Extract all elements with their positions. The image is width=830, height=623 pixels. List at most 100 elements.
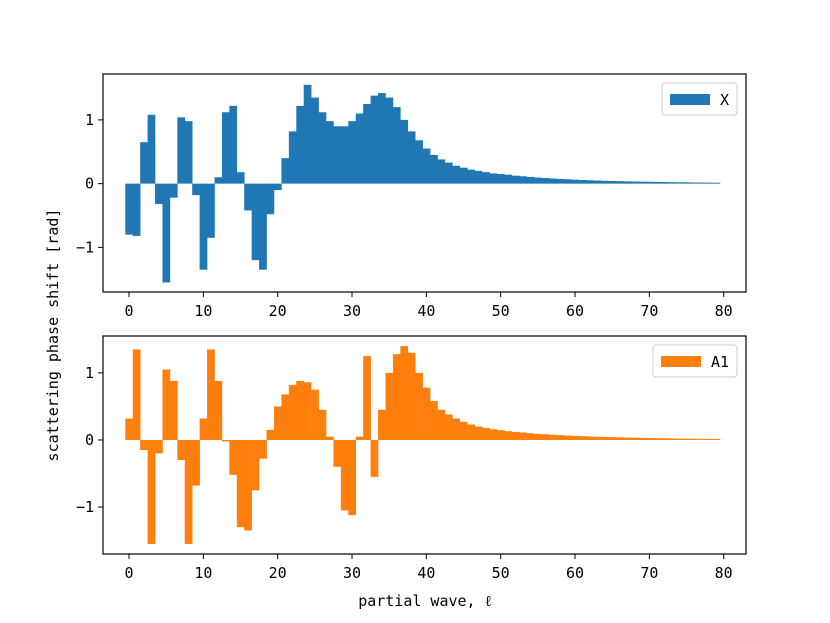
top-x-tick-label: 50 — [492, 302, 510, 320]
top-bar — [690, 182, 698, 184]
top-bar — [660, 182, 669, 184]
bottom-bar — [690, 438, 698, 440]
top-bar — [259, 183, 267, 270]
bottom-legend-swatch — [661, 356, 701, 367]
bottom-bar — [623, 437, 632, 440]
bottom-y-tick-label: −1 — [76, 498, 94, 516]
x-axis-label: partial wave, ℓ — [358, 592, 492, 610]
top-bar — [459, 167, 468, 184]
top-bar — [593, 180, 602, 184]
bottom-x-tick-label: 50 — [492, 564, 510, 582]
top-bar — [251, 183, 260, 261]
top-bar — [541, 178, 550, 184]
top-bar — [303, 84, 312, 184]
top-bar — [638, 181, 646, 184]
top-bar — [549, 178, 557, 184]
bottom-bar — [578, 436, 587, 440]
bottom-bar — [422, 387, 431, 440]
top-bar — [385, 97, 394, 184]
bottom-bar — [147, 439, 156, 544]
bottom-bar — [444, 414, 453, 440]
bottom-x-tick-label: 80 — [715, 564, 733, 582]
top-panel: 0 10 20 30 40 50 60 70 80 −1 0 1 X — [76, 73, 747, 320]
bottom-y-tick-label: 0 — [85, 431, 94, 449]
bottom-bar — [162, 369, 171, 440]
bottom-bar — [177, 439, 186, 461]
top-bar — [623, 181, 632, 184]
bottom-bar — [660, 438, 669, 440]
bottom-bar — [266, 429, 275, 440]
top-bar — [474, 170, 483, 184]
top-bar — [221, 112, 230, 184]
top-bar — [571, 179, 580, 184]
top-bar — [675, 182, 684, 184]
top-bar — [318, 112, 327, 184]
bottom-bar — [653, 438, 661, 440]
top-x-tick-label: 60 — [566, 302, 584, 320]
bottom-legend-label: A1 — [711, 353, 729, 371]
bottom-bar — [221, 439, 230, 442]
top-bar — [504, 174, 513, 184]
bottom-bar — [199, 418, 208, 440]
bottom-bar — [318, 409, 327, 440]
bottom-bar — [169, 380, 178, 440]
bottom-bar — [273, 406, 282, 440]
bottom-bar — [125, 418, 134, 440]
bottom-bar — [303, 382, 312, 440]
top-y-tick-label: −1 — [76, 238, 94, 256]
top-bar — [452, 165, 461, 184]
top-x-tick-label: 10 — [194, 302, 212, 320]
bottom-bar — [184, 439, 193, 544]
bottom-bar — [556, 435, 565, 440]
top-y-tick-label: 0 — [85, 175, 94, 193]
top-x-tick-label: 70 — [640, 302, 658, 320]
top-bar — [288, 131, 297, 184]
bottom-bar — [288, 384, 297, 440]
bottom-bar — [311, 389, 319, 440]
top-legend: X — [661, 82, 738, 116]
bottom-bar — [281, 394, 290, 440]
top-bar — [415, 140, 423, 184]
bottom-bar — [571, 435, 580, 440]
top-bar — [489, 173, 498, 184]
top-bar — [586, 180, 594, 184]
top-bar — [244, 183, 252, 211]
bottom-bar — [155, 439, 163, 454]
top-bar — [236, 172, 245, 184]
bottom-x-tick-label: 60 — [566, 564, 584, 582]
top-bar — [444, 162, 453, 184]
bottom-bar — [459, 421, 468, 440]
top-bar — [556, 178, 565, 184]
bottom-bar — [251, 439, 260, 491]
bottom-bar — [541, 434, 550, 440]
top-bar — [526, 176, 535, 184]
top-bar — [519, 176, 528, 184]
top-bar — [125, 183, 134, 235]
bottom-bar — [132, 349, 141, 440]
bottom-bar — [638, 437, 646, 440]
top-bar — [422, 148, 431, 184]
bottom-x-tick-label: 30 — [343, 564, 361, 582]
bottom-bars — [125, 346, 721, 544]
top-bar — [273, 183, 282, 191]
top-bar — [132, 183, 141, 236]
top-bar — [578, 180, 587, 184]
top-bar — [378, 93, 386, 184]
bottom-bar — [563, 435, 572, 440]
bottom-bar — [392, 354, 401, 440]
top-bar — [229, 105, 238, 184]
top-x-tick-label: 20 — [269, 302, 287, 320]
bottom-bar — [593, 436, 602, 440]
bottom-bar — [326, 436, 334, 440]
bottom-bar — [526, 433, 535, 440]
bottom-bar — [675, 438, 684, 440]
top-bar — [705, 182, 713, 184]
top-legend-swatch — [670, 94, 710, 105]
top-x-tick-label: 0 — [125, 302, 134, 320]
bottom-bar — [615, 437, 624, 440]
top-bar — [177, 117, 186, 184]
top-x-tick-label: 40 — [417, 302, 435, 320]
top-bar — [496, 174, 505, 184]
bottom-bar — [437, 409, 446, 440]
bottom-bar — [370, 439, 379, 477]
